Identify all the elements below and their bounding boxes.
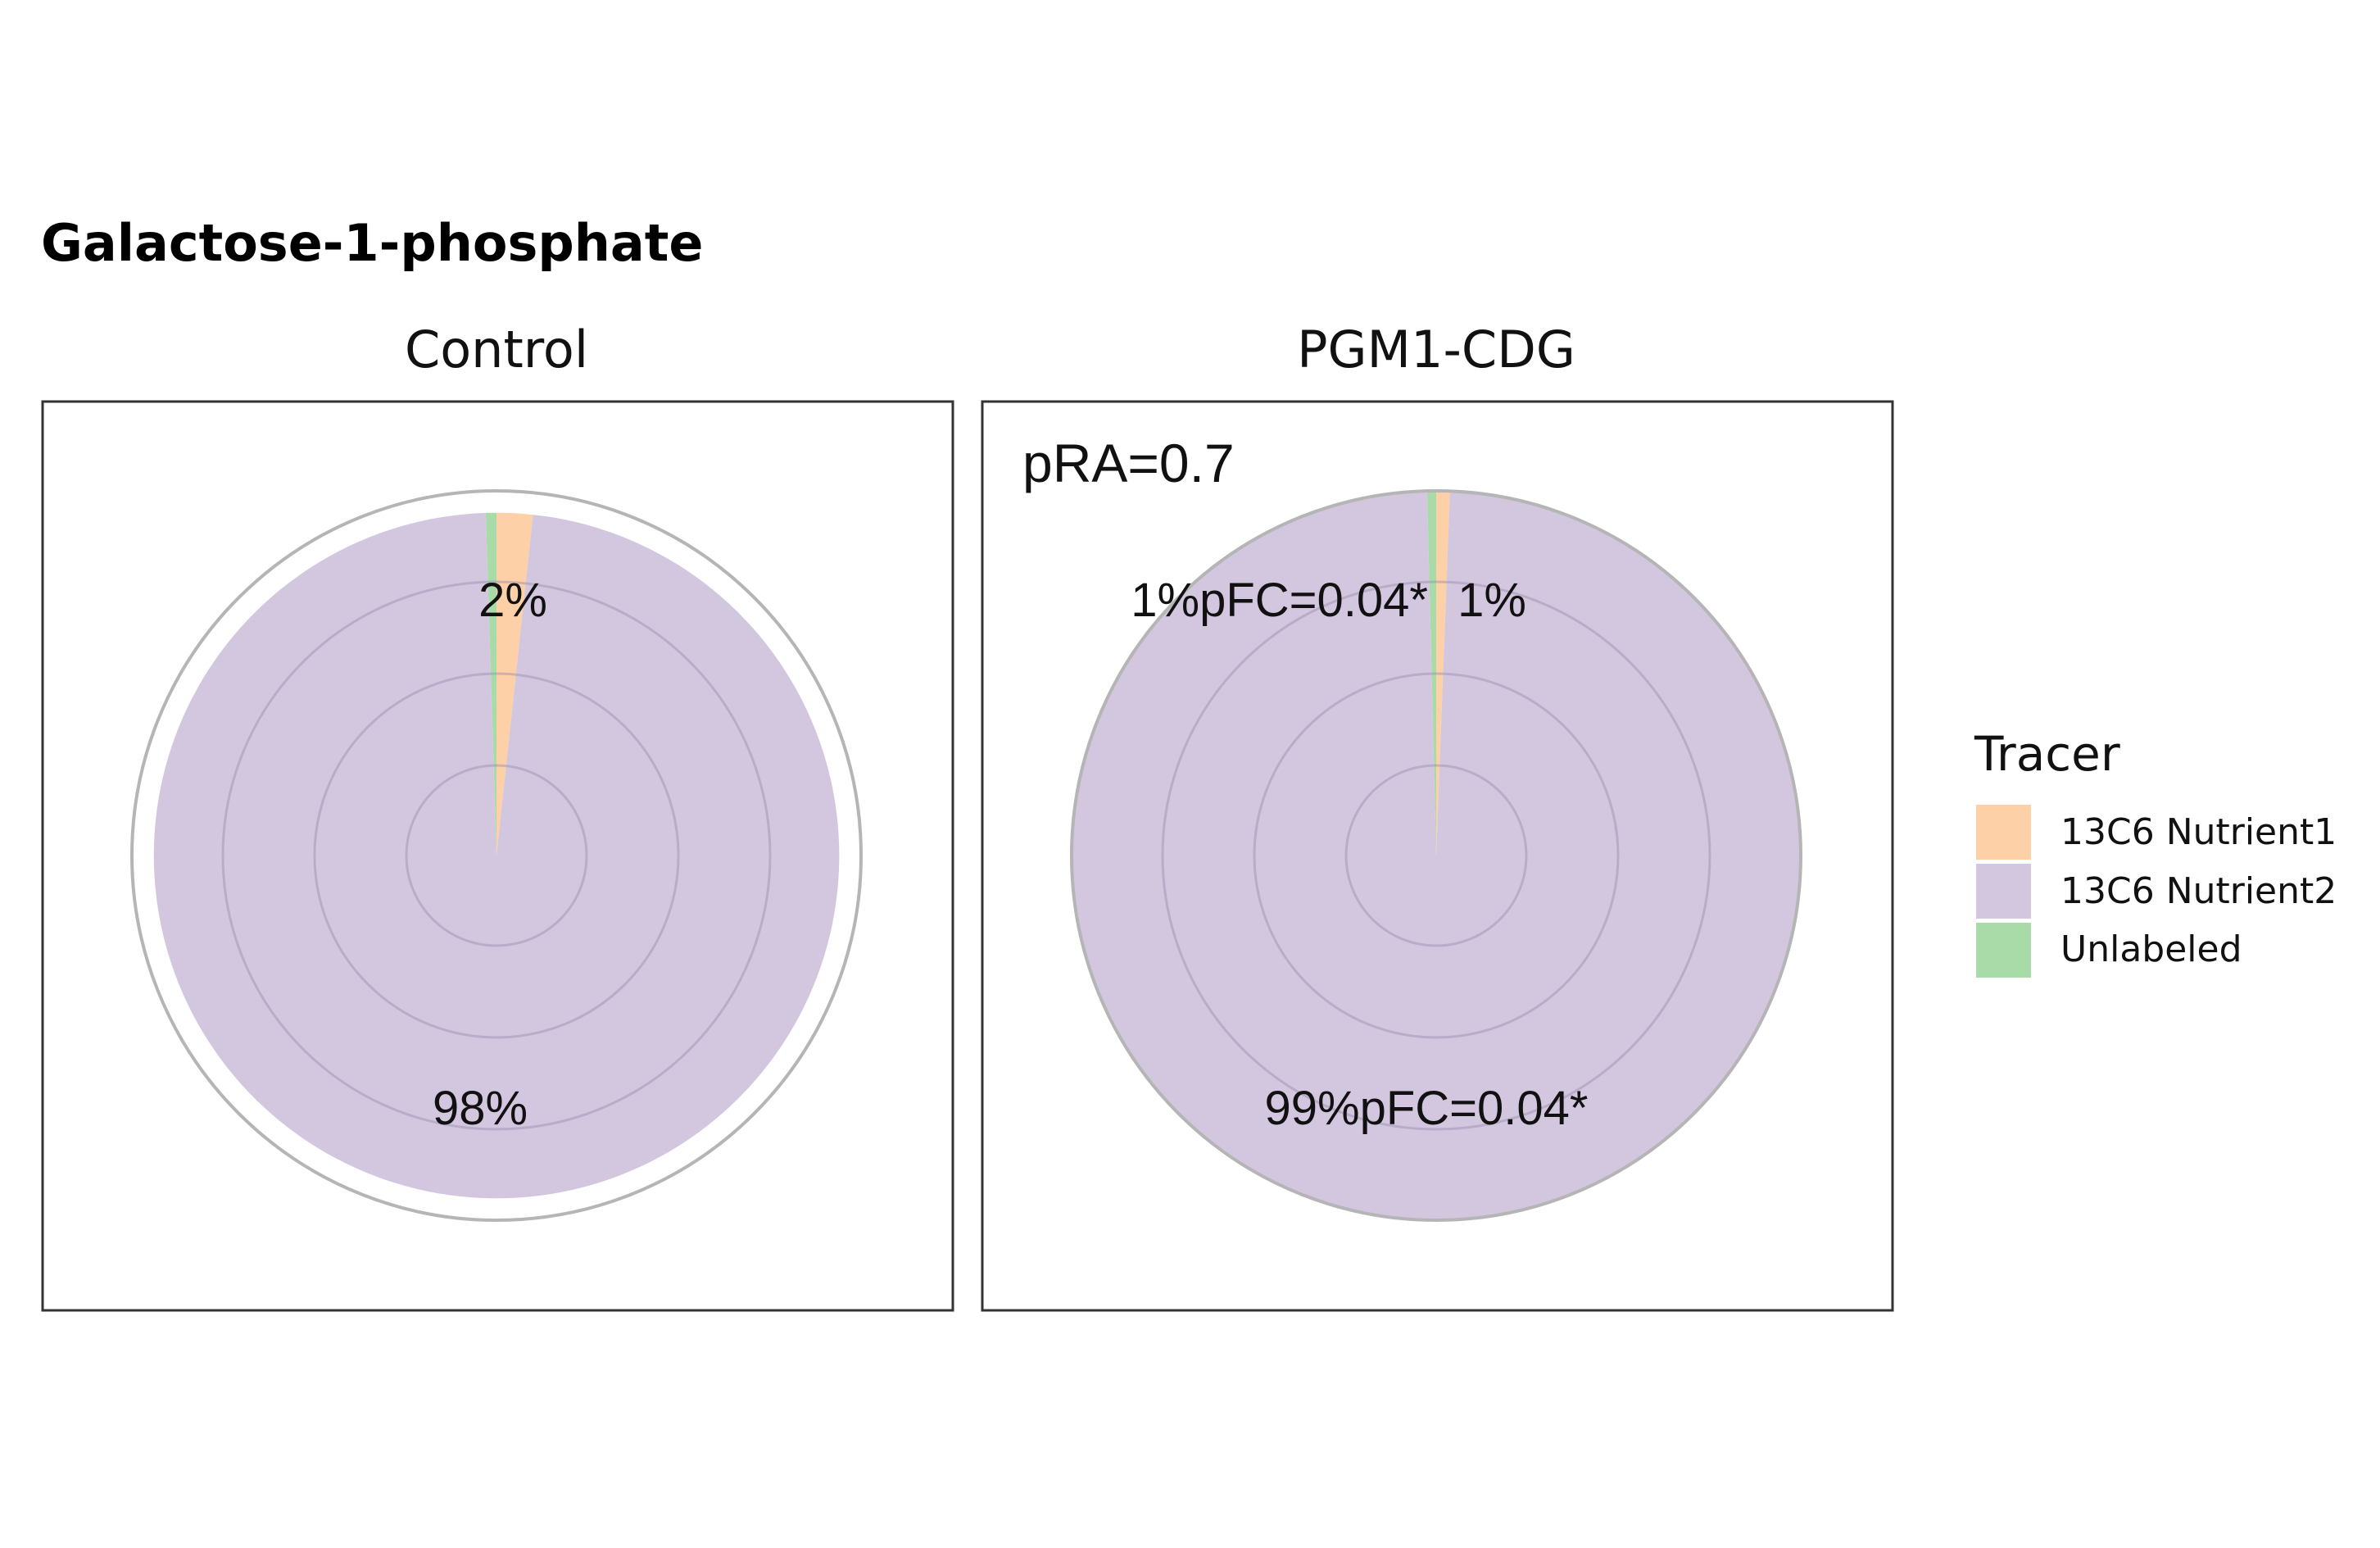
pie-panel-pgm1-cdg: 1%pFC=0.04* 1% 99%pFC=0.04* — [1070, 489, 1802, 1222]
legend-item: Unlabeled — [1976, 923, 2242, 978]
polar-grid-circle — [313, 672, 680, 1039]
legend-swatch — [1976, 864, 2031, 919]
slice-label: 98% — [433, 1082, 528, 1135]
pie-slice-unlabeled — [1426, 491, 1436, 856]
polar-grid-circle — [1161, 580, 1711, 1131]
legend-item: 13C6 Nutrient1 — [1976, 805, 2337, 860]
slice-label: 1%pFC=0.04* — [1131, 574, 1428, 627]
polar-grid-circle — [130, 489, 863, 1222]
polar-grid-circle — [1344, 764, 1528, 947]
pie-slice-13c6-nutrient1 — [1436, 491, 1450, 856]
panel-title-control: Control — [405, 320, 588, 379]
pie-slice-unlabeled — [485, 512, 496, 856]
chart-title: Galactose-1-phosphate — [41, 213, 703, 273]
polar-grid-circle — [405, 764, 588, 947]
pie-slice-13c6-nutrient2 — [1071, 491, 1801, 1221]
pie-panel-control: 2% 98% — [130, 489, 863, 1222]
slice-label: 1% — [1457, 574, 1526, 627]
legend-item: 13C6 Nutrient2 — [1976, 864, 2337, 919]
pie-slice-13c6-nutrient1 — [496, 512, 533, 856]
slice-label: 2% — [478, 574, 547, 627]
polar-grid-circle — [1070, 489, 1802, 1222]
polar-grid-circle — [221, 580, 772, 1131]
panel-annotation-pra: pRA=0.7 — [1022, 433, 1235, 493]
legend-label: 13C6 Nutrient2 — [2060, 870, 2337, 912]
legend-swatch — [1976, 923, 2031, 978]
polar-grid-circle — [1253, 672, 1620, 1039]
legend-label: Unlabeled — [2060, 928, 2242, 970]
legend-swatch — [1976, 805, 2031, 860]
slice-label: 99%pFC=0.04* — [1265, 1082, 1589, 1135]
legend-label: 13C6 Nutrient1 — [2060, 811, 2337, 853]
panel-frame-control — [41, 400, 954, 1312]
legend-title: Tracer — [1974, 726, 2120, 782]
panel-frame-pgm1-cdg — [981, 400, 1894, 1312]
pie-slice-13c6-nutrient2 — [153, 512, 840, 1199]
panel-title-pgm1-cdg: PGM1-CDG — [1297, 320, 1575, 379]
